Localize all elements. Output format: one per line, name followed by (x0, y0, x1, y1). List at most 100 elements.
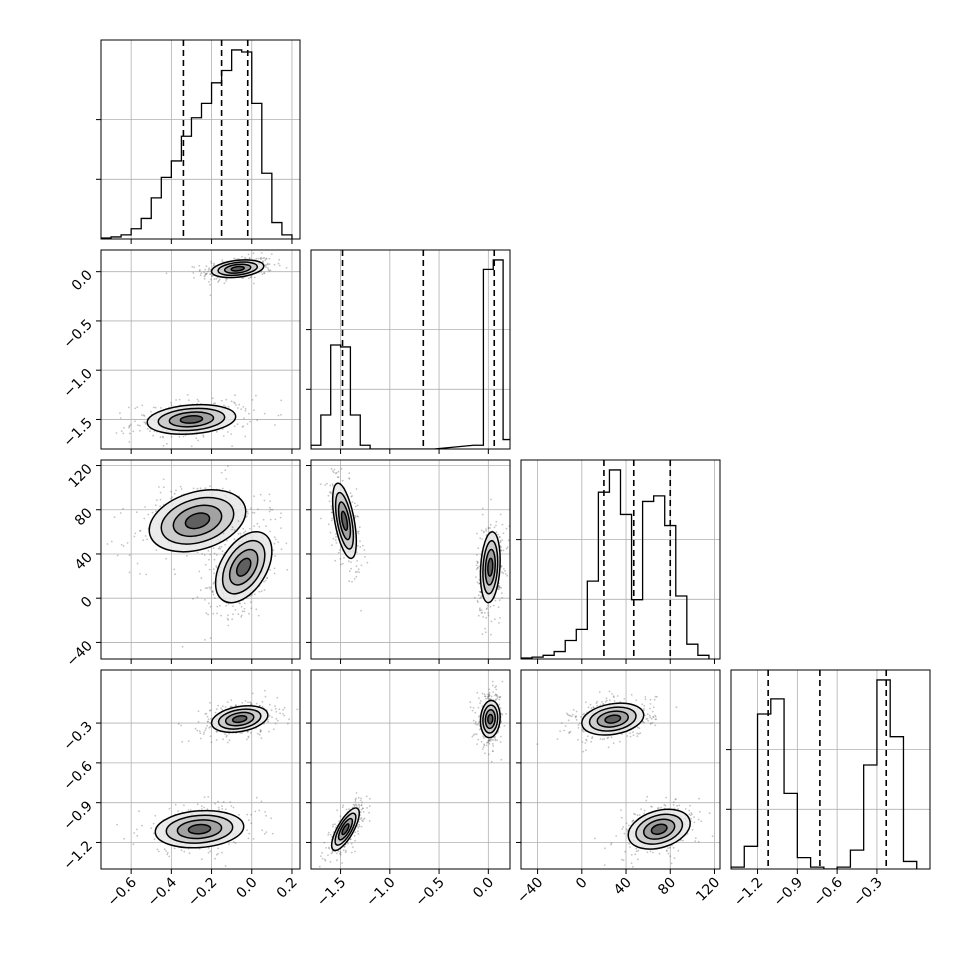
sample-point (218, 546, 221, 548)
contour-line (337, 501, 352, 541)
sample-point (362, 820, 364, 823)
sample-point (654, 714, 656, 717)
sample-point (632, 819, 634, 822)
sample-point (270, 817, 272, 820)
sample-point (629, 732, 632, 734)
sample-point (646, 851, 649, 854)
sample-point (193, 277, 195, 279)
sample-point (638, 727, 641, 729)
sample-point (362, 807, 364, 810)
sample-point (474, 733, 476, 735)
sample-point (348, 478, 351, 480)
sample-point (328, 846, 330, 849)
sample-point (201, 553, 204, 555)
sample-point (492, 691, 495, 693)
sample-point (263, 832, 266, 835)
sample-point (209, 721, 212, 724)
sample-point (250, 822, 253, 825)
sample-point (495, 520, 498, 523)
sample-point (469, 701, 472, 704)
sample-point (237, 407, 239, 409)
sample-point (362, 818, 365, 821)
sample-point (574, 715, 577, 718)
sample-point (334, 472, 337, 475)
sample-point (209, 735, 212, 738)
sample-point (249, 601, 252, 604)
sample-point (224, 706, 227, 708)
sample-point (635, 699, 638, 702)
sample-point (612, 695, 615, 698)
sample-point (240, 408, 243, 410)
sample-point (146, 428, 149, 430)
sample-point (234, 842, 237, 844)
sample-point (693, 821, 696, 824)
sample-point (482, 746, 485, 748)
sample-point (356, 504, 359, 507)
sample-point (215, 566, 218, 569)
sample-point (485, 744, 488, 747)
sample-point (476, 567, 479, 569)
sample-point (682, 839, 684, 842)
sample-point (146, 538, 149, 541)
contour-line (179, 415, 204, 424)
sample-point (630, 862, 633, 864)
sample-point (144, 423, 147, 425)
sample-point (567, 719, 570, 722)
sample-point (491, 743, 494, 745)
sample-point (285, 267, 288, 269)
sample-point (212, 568, 215, 571)
sample-point (273, 567, 276, 570)
sample-point (330, 492, 332, 495)
sample-point (474, 721, 477, 723)
contour-line (217, 261, 259, 277)
contour-line (642, 818, 676, 840)
sample-point (644, 698, 647, 701)
sample-point (212, 590, 214, 593)
sample-point (569, 714, 572, 717)
sample-point (354, 800, 357, 802)
sample-point (490, 738, 493, 741)
sample-point (643, 809, 646, 812)
sample-point (251, 399, 254, 401)
sample-point (670, 862, 673, 865)
sample-point (204, 713, 207, 715)
sample-point (236, 423, 239, 425)
sample-point (265, 266, 267, 268)
sample-point (126, 542, 129, 544)
sample-point (506, 546, 509, 548)
sample-point (357, 515, 360, 518)
sample-point (221, 550, 224, 553)
sample-point (183, 804, 185, 807)
sample-point (134, 420, 136, 423)
sample-point (217, 704, 220, 707)
sample-point (128, 554, 131, 557)
sample-point (581, 729, 583, 732)
panel-frame (100, 249, 301, 450)
sample-point (477, 723, 480, 725)
sample-point (478, 721, 480, 723)
sample-point (678, 804, 681, 807)
sample-point (234, 704, 237, 707)
sample-point (328, 491, 331, 493)
sample-point (500, 565, 503, 568)
sample-point (264, 264, 266, 267)
sample-point (255, 796, 258, 799)
sample-point (358, 806, 360, 809)
sample-point (136, 834, 139, 837)
sample-point (492, 750, 494, 752)
sample-point (481, 513, 484, 516)
sample-point (491, 750, 494, 753)
sample-point (197, 400, 200, 403)
sample-point (483, 531, 485, 534)
sample-point (150, 410, 152, 413)
sample-point (476, 560, 478, 563)
sample-point (487, 693, 489, 696)
sample-point (231, 445, 234, 447)
sample-point (366, 561, 369, 564)
sample-point (128, 425, 131, 428)
sample-point (355, 565, 358, 567)
panel-frame (100, 39, 301, 240)
sample-point (277, 262, 280, 265)
sample-point (210, 717, 212, 720)
sample-point (263, 580, 265, 583)
